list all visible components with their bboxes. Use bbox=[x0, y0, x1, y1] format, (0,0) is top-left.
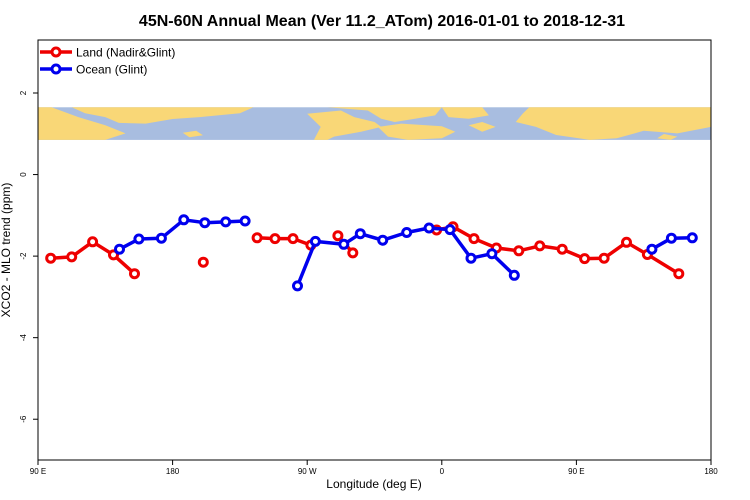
series-ocean-point-1-5 bbox=[401, 227, 413, 238]
series-ocean-point-1-10 bbox=[508, 269, 520, 281]
series-ocean-point-1-2 bbox=[338, 238, 350, 250]
series-ocean-point-1-4 bbox=[377, 234, 389, 246]
map-land-0 bbox=[38, 107, 126, 140]
series-ocean-point-1-9 bbox=[486, 248, 498, 260]
series-ocean-point-0-0 bbox=[114, 243, 125, 255]
series-land-point-2-1 bbox=[269, 233, 281, 245]
map-band bbox=[38, 107, 711, 140]
series-ocean-point-1-0 bbox=[292, 280, 303, 292]
x-axis: 90 E 180 90 W 0 90 E 180 bbox=[30, 460, 718, 476]
map-land-5 bbox=[377, 123, 456, 140]
y-tick-label-3: -4 bbox=[19, 334, 28, 342]
series-ocean-point-0-1 bbox=[133, 233, 145, 245]
plot-frame bbox=[37, 39, 712, 461]
series-land-point-4-7 bbox=[579, 253, 591, 265]
x-tick-label-4: 90 E bbox=[568, 467, 584, 476]
series-land-point-4-5 bbox=[534, 240, 546, 252]
series-ocean-point-0-2 bbox=[155, 232, 167, 244]
series-land-point-4-4 bbox=[513, 245, 525, 257]
series-ocean-point-1-7 bbox=[444, 224, 456, 236]
legend-marker-land bbox=[50, 46, 62, 58]
y-tick-label-0: 2 bbox=[19, 90, 28, 95]
y-axis: 2 0 -2 -4 -6 bbox=[19, 90, 38, 423]
map-land-2 bbox=[182, 130, 203, 138]
chart-title: 45N-60N Annual Mean (Ver 11.2_ATom) 2016… bbox=[139, 13, 625, 30]
series-land-point-2-0 bbox=[251, 232, 263, 244]
series-land-point-4-6 bbox=[556, 243, 568, 255]
series-ocean-point-2-0 bbox=[646, 243, 658, 255]
map-land-9 bbox=[515, 107, 711, 140]
x-tick-label-1: 180 bbox=[166, 467, 180, 476]
map-land-4 bbox=[327, 107, 442, 122]
x-tick-label-0: 90 E bbox=[30, 467, 46, 476]
y-tick-label-4: -6 bbox=[19, 415, 28, 423]
series-ocean-point-1-8 bbox=[465, 252, 477, 264]
series-land-point-4-11 bbox=[673, 268, 685, 280]
map-land-1 bbox=[71, 107, 254, 124]
series-ocean-point-0-5 bbox=[220, 216, 232, 228]
map-land-7 bbox=[441, 107, 489, 119]
series-land-point-0-1 bbox=[66, 251, 78, 263]
series-ocean-point-0-6 bbox=[239, 215, 251, 227]
legend: Land (Nadir&Glint) Ocean (Glint) bbox=[40, 46, 175, 77]
series-ocean-point-0-4 bbox=[199, 217, 211, 229]
x-axis-label: Longitude (deg E) bbox=[326, 477, 421, 491]
series-ocean-point-2-1 bbox=[665, 232, 677, 244]
series-ocean-point-2-2 bbox=[686, 232, 698, 244]
series-land-point-0-0 bbox=[45, 252, 57, 264]
series-land-point-4-8 bbox=[598, 252, 610, 264]
x-tick-label-3: 0 bbox=[440, 467, 445, 476]
y-tick-label-1: 0 bbox=[19, 172, 28, 177]
series-land-line-2 bbox=[257, 236, 312, 247]
series-land-point-0-2 bbox=[87, 236, 99, 248]
series-ocean-point-0-3 bbox=[178, 214, 190, 226]
legend-label-ocean: Ocean (Glint) bbox=[76, 63, 147, 77]
series-land-point-3-1 bbox=[347, 247, 359, 259]
series-ocean-point-1-6 bbox=[423, 222, 435, 234]
series-ocean-point-1-3 bbox=[354, 228, 366, 240]
x-tick-label-2: 90 W bbox=[298, 467, 317, 476]
series-land-point-0-4 bbox=[129, 268, 140, 280]
y-axis-label: XCO2 - MLO trend (ppm) bbox=[0, 183, 13, 318]
series-land-point-2-2 bbox=[287, 233, 299, 245]
series-ocean-point-1-1 bbox=[309, 235, 321, 247]
legend-label-land: Land (Nadir&Glint) bbox=[76, 46, 175, 60]
series-land-point-4-2 bbox=[468, 233, 480, 245]
series-land-point-4-9 bbox=[621, 236, 632, 248]
series-land-point-3-0 bbox=[332, 230, 344, 242]
plot-series bbox=[45, 214, 698, 292]
series-land-point-1-0 bbox=[197, 256, 209, 268]
map-land-8 bbox=[468, 122, 496, 132]
map-land-6 bbox=[411, 113, 425, 118]
x-tick-label-5: 180 bbox=[704, 467, 718, 476]
legend-marker-ocean bbox=[50, 63, 62, 75]
map-land-3 bbox=[307, 110, 382, 140]
map-land-10 bbox=[657, 134, 678, 140]
y-tick-label-2: -2 bbox=[19, 252, 28, 260]
